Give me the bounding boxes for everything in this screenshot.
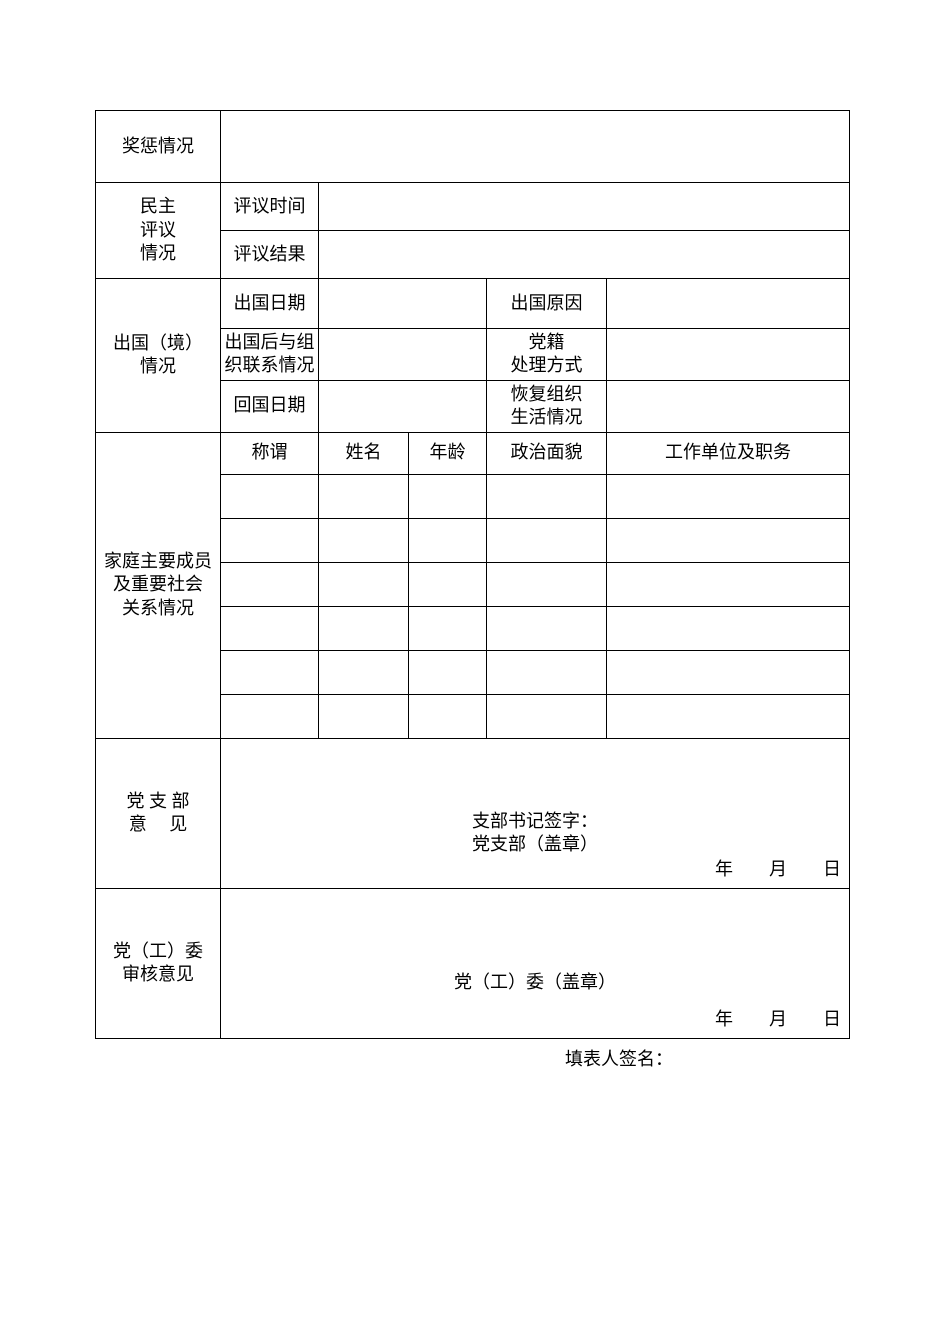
- family-cell-age: [409, 562, 487, 606]
- family-cell-age: [409, 606, 487, 650]
- abroad-r2-v2: [607, 329, 850, 381]
- family-cell-rel: [221, 518, 319, 562]
- family-cell-rel: [221, 606, 319, 650]
- page-container: 奖惩情况 民主 评议 情况 评议时间 评议结果 出国（境） 情况 出国日期 出国…: [0, 0, 945, 1071]
- abroad-r1-l2: 出国原因: [487, 279, 607, 329]
- abroad-r1-v1: [319, 279, 487, 329]
- demo-time-label: 评议时间: [221, 183, 319, 231]
- family-header-age: 年龄: [409, 432, 487, 474]
- family-cell-pol: [487, 518, 607, 562]
- reward-label: 奖惩情况: [96, 111, 221, 183]
- family-cell-pol: [487, 606, 607, 650]
- family-label: 家庭主要成员 及重要社会 关系情况: [96, 432, 221, 738]
- family-cell-rel: [221, 650, 319, 694]
- family-cell-name: [319, 606, 409, 650]
- family-cell-pol: [487, 694, 607, 738]
- committee-line1: 党（工）委（盖章）: [223, 971, 847, 994]
- abroad-r3-v2: [607, 380, 850, 432]
- demo-time-value: [319, 183, 850, 231]
- family-header-name: 姓名: [319, 432, 409, 474]
- family-cell-name: [319, 650, 409, 694]
- abroad-r3-l2: 恢复组织 生活情况: [487, 380, 607, 432]
- family-cell-rel: [221, 694, 319, 738]
- demo-result-label: 评议结果: [221, 231, 319, 279]
- abroad-r1-v2: [607, 279, 850, 329]
- abroad-r2-v1: [319, 329, 487, 381]
- committee-opinion-content: 党（工）委（盖章） 年 月 日: [221, 888, 850, 1038]
- abroad-r3-v1: [319, 380, 487, 432]
- family-cell-age: [409, 650, 487, 694]
- family-cell-age: [409, 518, 487, 562]
- abroad-r2-l1: 出国后与组 织联系情况: [221, 329, 319, 381]
- branch-opinion-content: 支部书记签字： 党支部（盖章） 年 月 日: [221, 738, 850, 888]
- family-cell-name: [319, 518, 409, 562]
- family-cell-name: [319, 694, 409, 738]
- family-cell-work: [607, 650, 850, 694]
- abroad-r3-l1: 回国日期: [221, 380, 319, 432]
- reward-value: [221, 111, 850, 183]
- family-cell-name: [319, 474, 409, 518]
- family-cell-name: [319, 562, 409, 606]
- family-cell-age: [409, 474, 487, 518]
- form-table: 奖惩情况 民主 评议 情况 评议时间 评议结果 出国（境） 情况 出国日期 出国…: [95, 110, 850, 1039]
- family-header-rel: 称谓: [221, 432, 319, 474]
- family-cell-work: [607, 694, 850, 738]
- committee-opinion-label: 党（工）委 审核意见: [96, 888, 221, 1038]
- family-cell-pol: [487, 474, 607, 518]
- family-cell-work: [607, 518, 850, 562]
- abroad-r2-l2: 党籍 处理方式: [487, 329, 607, 381]
- branch-line2: 党支部（盖章）: [223, 833, 847, 856]
- branch-opinion-label: 党 支 部 意 见: [96, 738, 221, 888]
- branch-line1: 支部书记签字：: [223, 810, 847, 833]
- family-cell-work: [607, 562, 850, 606]
- demo-result-value: [319, 231, 850, 279]
- signer-label: 填表人签名：: [95, 1045, 850, 1071]
- family-header-work: 工作单位及职务: [607, 432, 850, 474]
- abroad-label: 出国（境） 情况: [96, 279, 221, 433]
- family-cell-work: [607, 474, 850, 518]
- democratic-label: 民主 评议 情况: [96, 183, 221, 279]
- family-cell-rel: [221, 474, 319, 518]
- committee-date: 年 月 日: [715, 1008, 841, 1031]
- branch-date: 年 月 日: [715, 858, 841, 881]
- family-header-pol: 政治面貌: [487, 432, 607, 474]
- family-cell-rel: [221, 562, 319, 606]
- family-cell-pol: [487, 562, 607, 606]
- family-cell-work: [607, 606, 850, 650]
- family-cell-pol: [487, 650, 607, 694]
- family-cell-age: [409, 694, 487, 738]
- abroad-r1-l1: 出国日期: [221, 279, 319, 329]
